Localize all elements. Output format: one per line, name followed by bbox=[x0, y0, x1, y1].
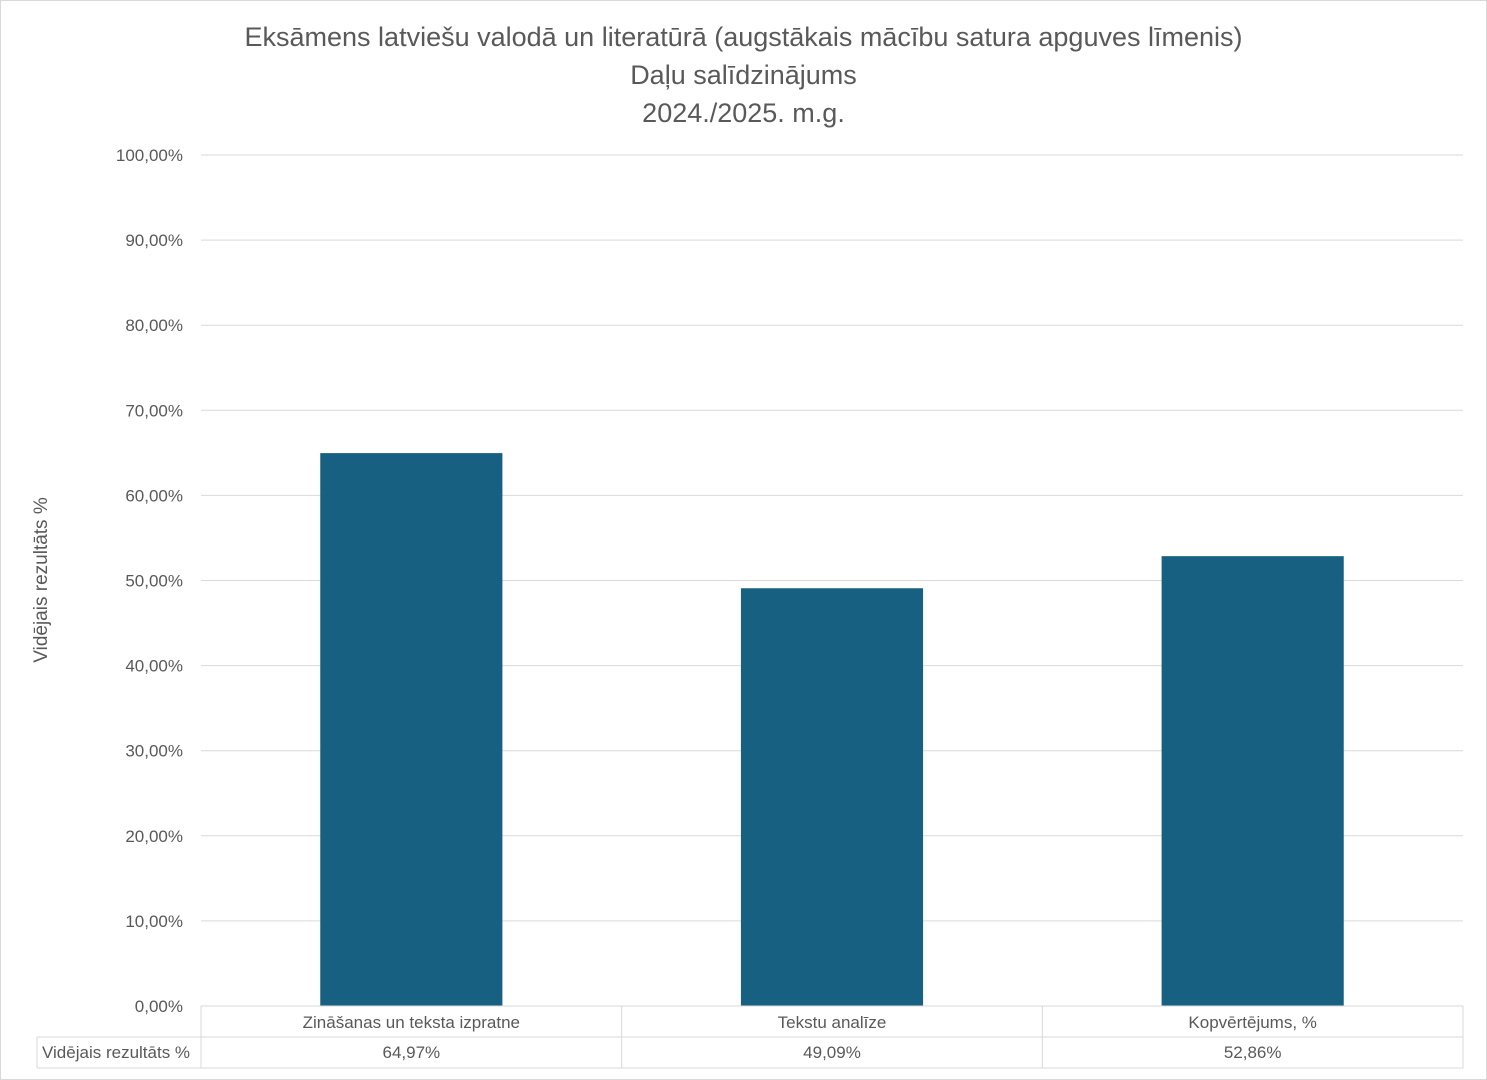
chart-title: Eksāmens latviešu valodā un literatūrā (… bbox=[0, 18, 1487, 132]
bar bbox=[740, 588, 924, 1006]
y-axis-ticks: 0,00% 10,00% 20,00% 30,00% 40,00% 50,00% 60,00… bbox=[116, 146, 183, 1016]
data-table: Zināšanas un teksta izpratne Tekstu analī… bbox=[36, 1005, 1464, 1069]
chart-title-line-1: Eksāmens latviešu valodā un literatūrā (… bbox=[244, 22, 1243, 52]
bar bbox=[1161, 556, 1344, 1006]
y-tick-label: 60,00% bbox=[125, 486, 183, 505]
chart-title-line-2: Daļu salīdzinājums bbox=[630, 60, 857, 90]
y-tick-label: 50,00% bbox=[125, 572, 183, 591]
bars bbox=[320, 453, 1344, 1006]
y-tick-label: 10,00% bbox=[125, 912, 183, 931]
y-tick-label: 20,00% bbox=[125, 827, 183, 846]
x-category-label: Zināšanas un teksta izpratne bbox=[303, 1013, 520, 1032]
table-series-name: Vidējais rezultāts % bbox=[42, 1043, 190, 1062]
table-value-cell: 64,97% bbox=[382, 1043, 440, 1062]
y-tick-label: 100,00% bbox=[116, 146, 183, 165]
chart-title-line-3: 2024./2025. m.g. bbox=[642, 98, 845, 128]
y-tick-label: 30,00% bbox=[125, 742, 183, 761]
bar bbox=[320, 453, 503, 1006]
y-tick-label: 70,00% bbox=[125, 401, 183, 420]
x-category-label: Kopvērtējums, % bbox=[1188, 1013, 1317, 1032]
y-tick-label: 40,00% bbox=[125, 657, 183, 676]
y-tick-label: 80,00% bbox=[125, 316, 183, 335]
table-value-cell: 52,86% bbox=[1224, 1043, 1282, 1062]
x-category-label: Tekstu analīze bbox=[778, 1013, 887, 1032]
y-tick-label: 90,00% bbox=[125, 231, 183, 250]
y-tick-label: 0,00% bbox=[135, 997, 183, 1016]
table-value-cell: 49,09% bbox=[803, 1043, 861, 1062]
